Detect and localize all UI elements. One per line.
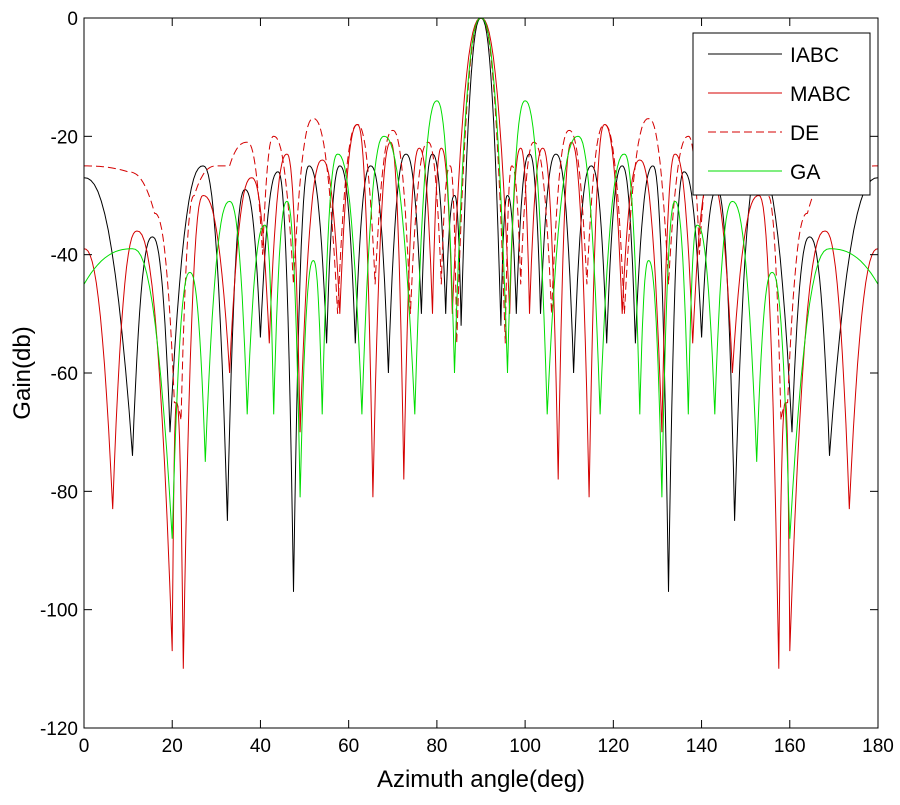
y-tick-label: -120 — [40, 719, 78, 740]
x-tick-label: 60 — [338, 736, 359, 757]
x-tick-label: 120 — [597, 736, 629, 757]
y-axis-label: Gain(db) — [9, 326, 36, 419]
y-tick-label: -100 — [40, 601, 78, 622]
y-tick-label: -20 — [51, 127, 78, 148]
x-tick-label: 0 — [79, 736, 90, 757]
y-tick-label: -80 — [51, 482, 78, 503]
x-tick-label: 180 — [862, 736, 894, 757]
tick-layer: 0 20 40 60 80 100 120 140 160 180 0 -20 -40 -60 -80 -10… — [40, 9, 894, 757]
legend-label-de: DE — [790, 122, 819, 145]
legend-label-mabc: MABC — [790, 83, 851, 106]
legend-box — [692, 32, 871, 196]
x-tick-label: 160 — [774, 736, 806, 757]
x-tick-label: 40 — [250, 736, 271, 757]
y-tick-label: -40 — [51, 246, 78, 267]
x-axis-label: Azimuth angle(deg) — [377, 766, 585, 793]
x-tick-label: 80 — [426, 736, 447, 757]
y-tick-label: -60 — [51, 364, 78, 385]
x-tick-label: 20 — [162, 736, 183, 757]
legend: IABC MABC DE GA — [692, 32, 871, 196]
x-tick-label: 100 — [509, 736, 541, 757]
legend-label-iabc: IABC — [790, 44, 839, 67]
y-tick-label: 0 — [67, 9, 78, 30]
legend-label-ga: GA — [790, 161, 820, 184]
x-tick-label: 140 — [686, 736, 718, 757]
